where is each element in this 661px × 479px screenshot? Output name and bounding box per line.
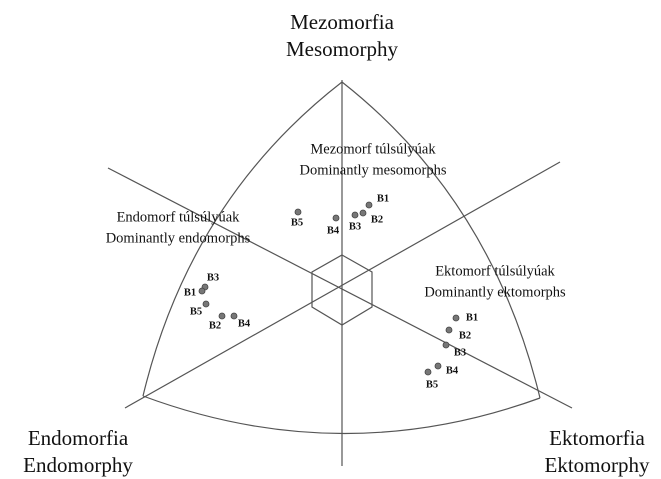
boundary-arc <box>142 81 343 397</box>
data-point <box>452 314 460 322</box>
group-label: Endomorf túlsúlyúak <box>117 209 241 225</box>
boundary-arc <box>142 395 541 435</box>
data-point <box>359 209 367 217</box>
point-label: B3 <box>454 347 466 358</box>
axis-title: Mesomorphy <box>286 37 398 61</box>
data-point <box>424 368 432 376</box>
point-label: B1 <box>377 193 389 204</box>
data-point <box>202 300 210 308</box>
point-label: B2 <box>371 214 383 225</box>
point-label: B1 <box>466 312 478 323</box>
data-point <box>218 312 226 320</box>
point-label: B4 <box>446 365 459 376</box>
group-label: Dominantly endomorphs <box>106 230 251 246</box>
axis-line <box>107 167 573 409</box>
axis-title: Ektomorphy <box>545 453 650 477</box>
point-label: B4 <box>238 318 251 329</box>
data-point <box>294 208 302 216</box>
point-label: B2 <box>209 320 221 331</box>
data-point <box>332 214 340 222</box>
point-label: B5 <box>190 306 202 317</box>
point-label: B5 <box>426 379 438 390</box>
data-point <box>351 211 359 219</box>
point-label: B3 <box>349 221 361 232</box>
data-point <box>198 287 206 295</box>
frame <box>107 80 573 466</box>
axis-title: Mezomorfia <box>290 10 394 34</box>
point-label: B3 <box>207 272 219 283</box>
data-point <box>365 201 373 209</box>
data-point <box>434 362 442 370</box>
point-label: B1 <box>184 287 196 298</box>
axis-line <box>124 161 561 409</box>
axis-title: Endomorfia <box>28 426 129 450</box>
group-label: Ektomorf túlsúlyúak <box>435 263 555 279</box>
axis-title: Endomorphy <box>23 453 133 477</box>
boundary-arc <box>341 81 541 399</box>
data-point <box>445 326 453 334</box>
data-point <box>442 341 450 349</box>
axis-title: Ektomorfia <box>549 426 645 450</box>
group-label: Mezomorf túlsúlyúak <box>310 141 436 157</box>
group-label: Dominantly ektomorphs <box>424 284 566 300</box>
point-label: B4 <box>327 225 340 236</box>
data-point <box>230 312 238 320</box>
group-label: Dominantly mesomorphs <box>299 162 446 178</box>
center-hexagon <box>311 254 373 326</box>
point-label: B2 <box>459 330 471 341</box>
point-label: B5 <box>291 217 303 228</box>
